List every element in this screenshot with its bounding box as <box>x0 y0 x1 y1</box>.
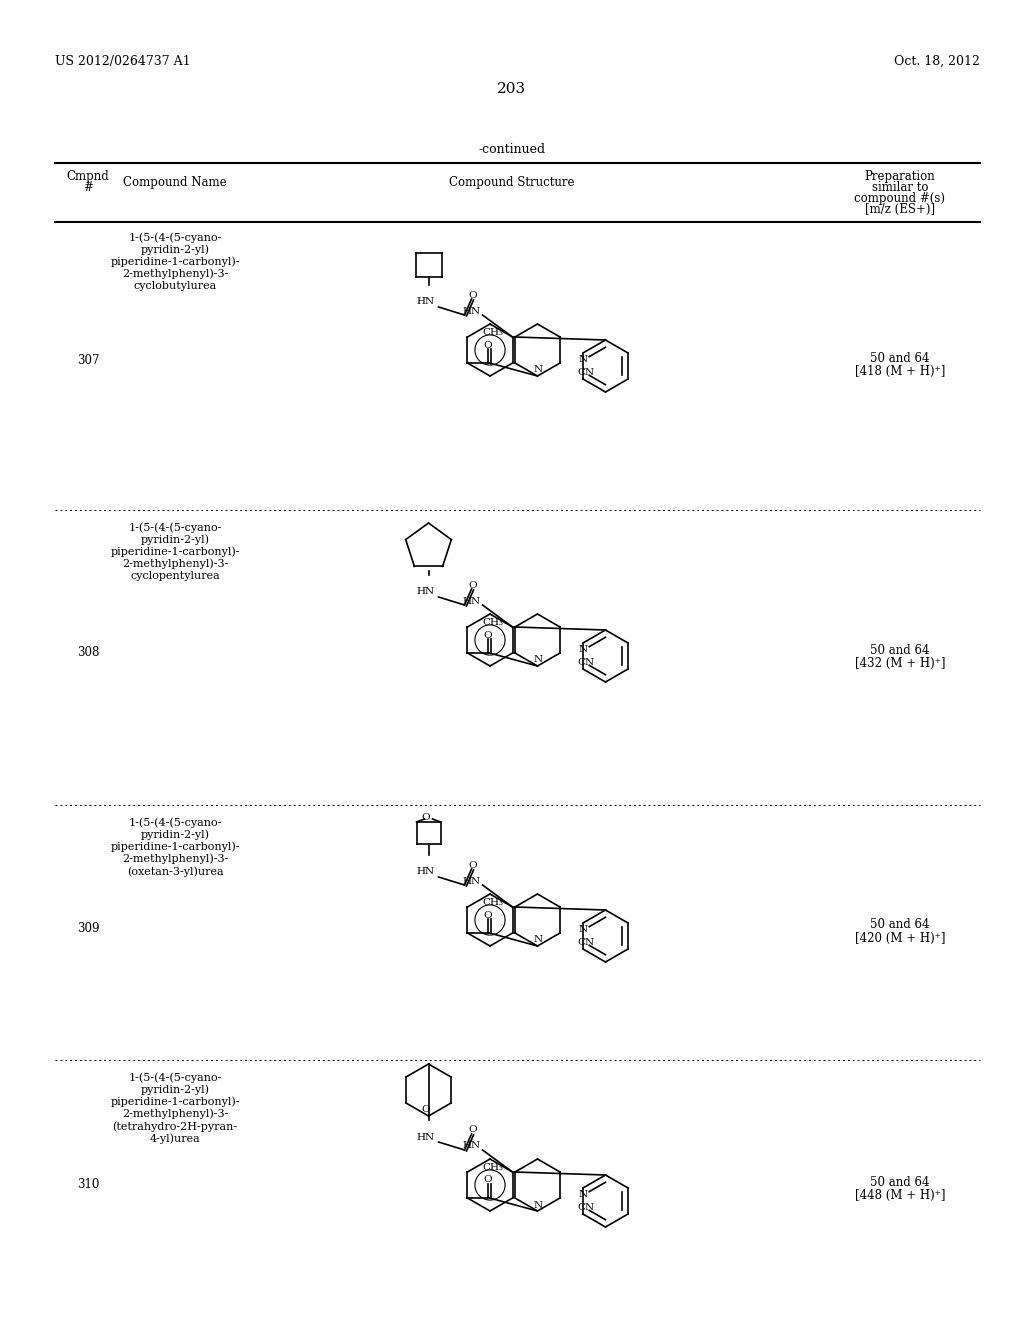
Text: CN: CN <box>577 1203 594 1212</box>
Text: 308: 308 <box>77 647 99 660</box>
Text: 309: 309 <box>77 921 99 935</box>
Text: O: O <box>483 911 492 920</box>
Text: similar to: similar to <box>871 181 928 194</box>
Text: Compound Structure: Compound Structure <box>450 176 574 189</box>
Text: N: N <box>534 656 543 664</box>
Text: HN: HN <box>463 1142 480 1151</box>
Text: Oct. 18, 2012: Oct. 18, 2012 <box>894 55 980 69</box>
Text: CN: CN <box>577 939 594 946</box>
Text: O: O <box>468 581 477 590</box>
Text: Compound Name: Compound Name <box>123 176 226 189</box>
Text: 50 and 64: 50 and 64 <box>870 1176 930 1188</box>
Text: O: O <box>483 631 492 639</box>
Text: HN: HN <box>417 297 434 306</box>
Text: [448 (M + H)⁺]: [448 (M + H)⁺] <box>855 1188 945 1201</box>
Text: N: N <box>579 1191 588 1199</box>
Text: 1-(5-(4-(5-cyano-
pyridin-2-yl)
piperidine-1-carbonyl)-
2-methylphenyl)-3-
cyclo: 1-(5-(4-(5-cyano- pyridin-2-yl) piperidi… <box>111 232 240 290</box>
Text: O: O <box>421 1106 430 1114</box>
Text: HN: HN <box>417 587 434 597</box>
Text: HN: HN <box>417 867 434 876</box>
Text: [432 (M + H)⁺]: [432 (M + H)⁺] <box>855 656 945 669</box>
Text: N: N <box>579 355 588 364</box>
Text: CN: CN <box>577 657 594 667</box>
Text: CN: CN <box>577 368 594 378</box>
Text: O: O <box>468 290 477 300</box>
Text: [m/z (ES+)]: [m/z (ES+)] <box>865 203 935 216</box>
Text: CH₃: CH₃ <box>482 327 503 337</box>
Text: Cmpnd: Cmpnd <box>67 170 110 183</box>
Text: N: N <box>579 925 588 935</box>
Text: 50 and 64: 50 and 64 <box>870 919 930 932</box>
Text: CH₃: CH₃ <box>482 898 503 907</box>
Text: 307: 307 <box>77 355 99 367</box>
Text: #: # <box>83 181 93 194</box>
Text: 1-(5-(4-(5-cyano-
pyridin-2-yl)
piperidine-1-carbonyl)-
2-methylphenyl)-3-
(oxet: 1-(5-(4-(5-cyano- pyridin-2-yl) piperidi… <box>111 817 240 876</box>
Text: HN: HN <box>417 1133 434 1142</box>
Text: N: N <box>534 936 543 945</box>
Text: [420 (M + H)⁺]: [420 (M + H)⁺] <box>855 932 945 945</box>
Text: [418 (M + H)⁺]: [418 (M + H)⁺] <box>855 364 945 378</box>
Text: N: N <box>534 1200 543 1209</box>
Text: O: O <box>468 1126 477 1134</box>
Text: Preparation: Preparation <box>864 170 935 183</box>
Text: HN: HN <box>463 597 480 606</box>
Text: HN: HN <box>463 306 480 315</box>
Text: 50 and 64: 50 and 64 <box>870 351 930 364</box>
Text: N: N <box>579 645 588 653</box>
Text: O: O <box>483 1176 492 1184</box>
Text: 50 and 64: 50 and 64 <box>870 644 930 656</box>
Text: HN: HN <box>463 876 480 886</box>
Text: O: O <box>468 861 477 870</box>
Text: CH₃: CH₃ <box>482 618 503 627</box>
Text: US 2012/0264737 A1: US 2012/0264737 A1 <box>55 55 190 69</box>
Text: CH₃: CH₃ <box>482 1163 503 1172</box>
Text: 310: 310 <box>77 1179 99 1192</box>
Text: O: O <box>483 341 492 350</box>
Text: -continued: -continued <box>478 143 546 156</box>
Text: N: N <box>534 366 543 375</box>
Text: 1-(5-(4-(5-cyano-
pyridin-2-yl)
piperidine-1-carbonyl)-
2-methylphenyl)-3-
cyclo: 1-(5-(4-(5-cyano- pyridin-2-yl) piperidi… <box>111 521 240 581</box>
Text: O: O <box>421 813 430 822</box>
Text: 1-(5-(4-(5-cyano-
pyridin-2-yl)
piperidine-1-carbonyl)-
2-methylphenyl)-3-
(tetr: 1-(5-(4-(5-cyano- pyridin-2-yl) piperidi… <box>111 1072 240 1144</box>
Text: compound #(s): compound #(s) <box>854 191 945 205</box>
Text: 203: 203 <box>498 82 526 96</box>
